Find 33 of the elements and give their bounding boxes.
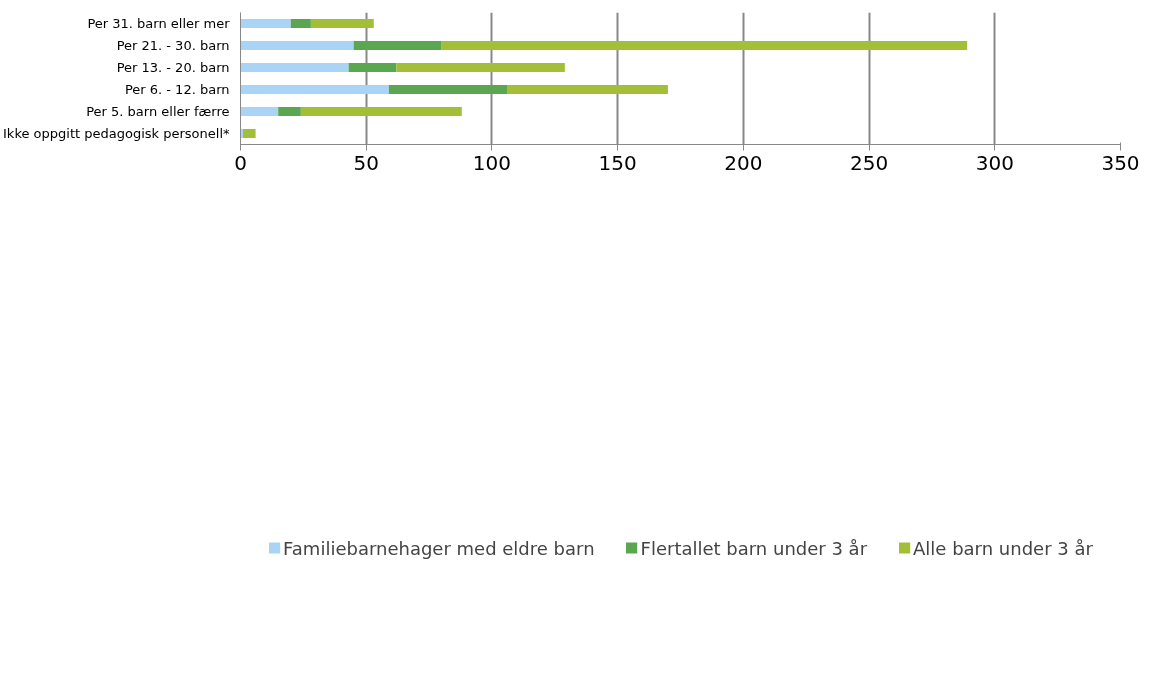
bar — [353, 41, 442, 50]
bar — [290, 19, 311, 28]
y-tick-label: Per 31. barn eller mer — [87, 16, 231, 31]
x-tick-label: 50 — [353, 150, 379, 175]
bar — [240, 85, 389, 94]
bar — [348, 63, 397, 72]
bar — [507, 85, 668, 94]
legend-label: Familiebarnehager med eldre barn — [283, 537, 595, 559]
y-tick-label: Per 5. barn eller færre — [86, 104, 230, 119]
y-tick-label: Ikke oppgitt pedagogisk personell* — [3, 126, 230, 141]
x-tick-label: 350 — [1101, 150, 1140, 175]
y-tick-label: Per 21. - 30. barn — [116, 38, 230, 53]
x-tick-label: 0 — [234, 150, 247, 175]
bar — [396, 63, 565, 72]
bar — [388, 85, 508, 94]
bar — [240, 107, 279, 116]
x-tick-label: 250 — [849, 150, 889, 175]
bar — [243, 129, 256, 138]
legend-label: Flertallet barn under 3 år — [640, 537, 868, 559]
bar — [240, 63, 349, 72]
legend-label: Alle barn under 3 år — [913, 537, 1093, 559]
x-tick-label: 200 — [724, 150, 763, 175]
x-tick-label: 100 — [472, 150, 512, 175]
y-tick-label: Per 6. - 12. barn — [124, 82, 230, 97]
bar — [310, 19, 374, 28]
bar — [240, 41, 354, 50]
x-tick-label: 300 — [975, 150, 1014, 175]
x-tick-label: 150 — [598, 150, 637, 175]
bar — [278, 107, 301, 116]
bar — [300, 107, 462, 116]
bar — [441, 41, 968, 50]
bar — [240, 19, 291, 28]
y-tick-label: Per 13. - 20. barn — [116, 60, 230, 75]
